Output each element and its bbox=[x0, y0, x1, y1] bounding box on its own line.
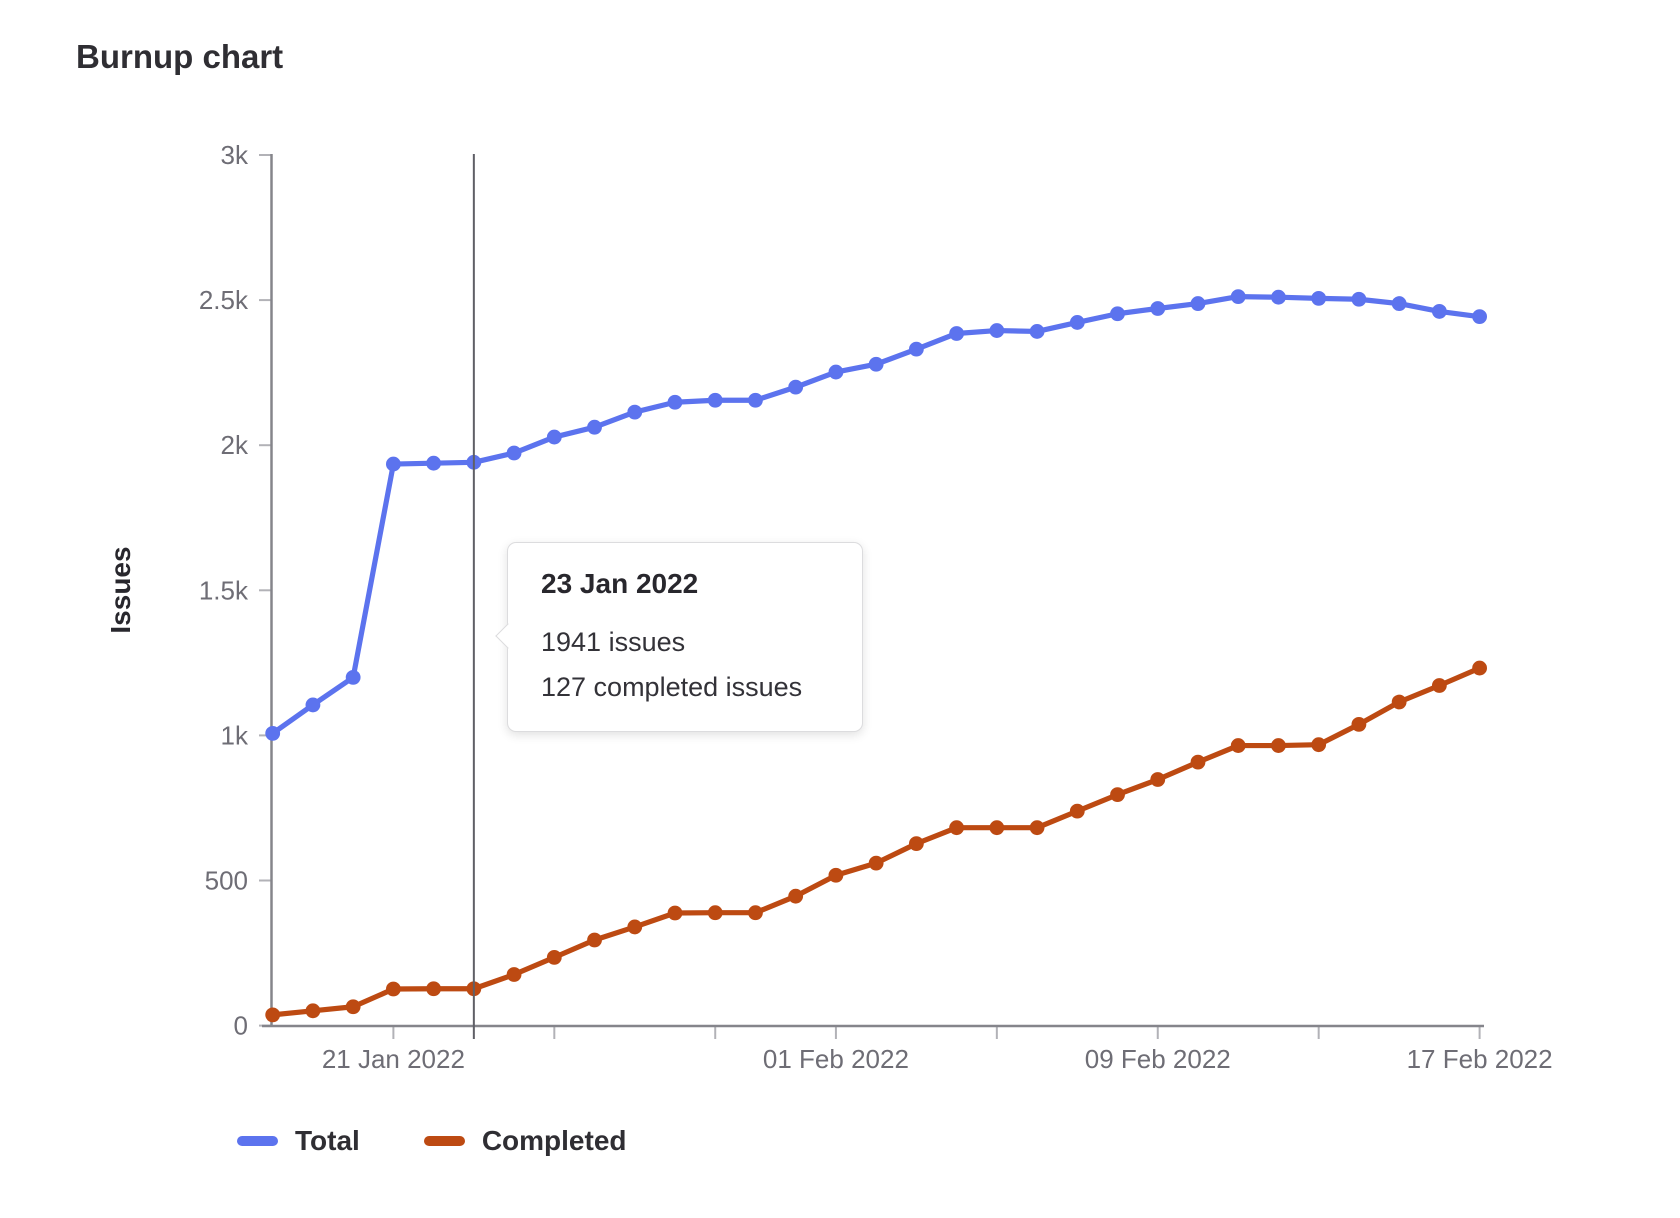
legend-marker-completed bbox=[423, 1136, 465, 1146]
point-total-27[interactable] bbox=[1351, 291, 1367, 307]
point-completed-28[interactable] bbox=[1391, 694, 1407, 710]
page-title: Burnup chart bbox=[76, 38, 284, 75]
point-completed-1[interactable] bbox=[305, 1003, 321, 1019]
point-total-26[interactable] bbox=[1311, 290, 1327, 306]
point-total-13[interactable] bbox=[788, 379, 804, 395]
point-completed-16[interactable] bbox=[908, 836, 924, 852]
point-total-23[interactable] bbox=[1190, 296, 1206, 311]
series-points-total bbox=[265, 289, 1487, 741]
y-axis-title: Issues bbox=[105, 546, 136, 633]
y-axis: 0 500 1k 1.5k 2k 2.5k 3k bbox=[199, 140, 271, 1041]
point-total-0[interactable] bbox=[265, 725, 281, 741]
point-total-10[interactable] bbox=[667, 394, 683, 410]
y-axis-tick-label: 0 bbox=[234, 1011, 248, 1041]
point-total-3[interactable] bbox=[385, 456, 401, 472]
point-total-28[interactable] bbox=[1391, 296, 1407, 311]
y-axis-tick-label: 1.5k bbox=[199, 575, 249, 605]
legend-marker-total bbox=[237, 1136, 278, 1146]
series-line-completed bbox=[270, 665, 1483, 1018]
point-total-19[interactable] bbox=[1029, 324, 1045, 339]
point-completed-12[interactable] bbox=[748, 905, 763, 921]
y-axis-tick-label: 3k bbox=[221, 140, 249, 170]
point-completed-14[interactable] bbox=[828, 867, 844, 883]
point-total-17[interactable] bbox=[949, 326, 965, 341]
point-completed-0[interactable] bbox=[265, 1007, 281, 1023]
point-total-12[interactable] bbox=[748, 392, 763, 408]
point-completed-7[interactable] bbox=[546, 950, 562, 965]
point-completed-25[interactable] bbox=[1271, 738, 1286, 753]
point-total-18[interactable] bbox=[989, 323, 1005, 338]
point-completed-4[interactable] bbox=[426, 981, 442, 997]
x-axis-tick-label: 01 Feb 2022 bbox=[763, 1044, 909, 1074]
legend-item-completed[interactable]: Completed bbox=[423, 1125, 627, 1156]
point-completed-20[interactable] bbox=[1069, 803, 1085, 819]
point-total-2[interactable] bbox=[345, 669, 361, 685]
point-completed-30[interactable] bbox=[1472, 660, 1487, 676]
legend-label-completed: Completed bbox=[481, 1125, 627, 1156]
point-total-9[interactable] bbox=[627, 404, 643, 420]
point-total-22[interactable] bbox=[1150, 301, 1166, 316]
point-total-24[interactable] bbox=[1230, 289, 1246, 305]
point-total-6[interactable] bbox=[506, 445, 522, 461]
point-total-16[interactable] bbox=[908, 341, 924, 357]
y-axis-tick-label: 2k bbox=[221, 430, 249, 460]
point-total-25[interactable] bbox=[1271, 289, 1286, 305]
point-completed-27[interactable] bbox=[1351, 716, 1367, 732]
point-completed-17[interactable] bbox=[949, 820, 965, 836]
point-total-8[interactable] bbox=[587, 419, 602, 435]
point-completed-3[interactable] bbox=[385, 981, 401, 997]
point-total-15[interactable] bbox=[868, 356, 884, 372]
point-completed-6[interactable] bbox=[506, 967, 522, 982]
point-completed-15[interactable] bbox=[868, 855, 884, 871]
y-axis-tick-label: 1k bbox=[221, 720, 249, 750]
y-axis-tick-label: 2.5k bbox=[199, 285, 249, 315]
legend-item-total[interactable]: Total bbox=[237, 1126, 360, 1156]
point-completed-2[interactable] bbox=[345, 999, 361, 1015]
x-axis-tick-label: 21 Jan 2022 bbox=[322, 1044, 465, 1074]
point-completed-18[interactable] bbox=[989, 820, 1005, 836]
tooltip-completed-issues: 127 completed issues bbox=[541, 672, 803, 702]
point-completed-8[interactable] bbox=[587, 932, 602, 948]
point-completed-29[interactable] bbox=[1431, 678, 1447, 693]
point-total-21[interactable] bbox=[1110, 306, 1125, 322]
point-total-1[interactable] bbox=[305, 697, 321, 713]
point-total-7[interactable] bbox=[546, 429, 562, 445]
tooltip-date: 23 Jan 2022 bbox=[541, 568, 699, 599]
point-completed-22[interactable] bbox=[1150, 772, 1166, 787]
point-total-20[interactable] bbox=[1069, 315, 1085, 330]
x-axis-tick-label: 17 Feb 2022 bbox=[1407, 1044, 1553, 1074]
series-points-completed bbox=[265, 660, 1487, 1023]
point-total-30[interactable] bbox=[1472, 309, 1487, 325]
point-total-14[interactable] bbox=[828, 364, 844, 380]
chart-legend: Total Completed bbox=[237, 1126, 691, 1156]
chart-tooltip: 23 Jan 2022 1941 issues 127 completed is… bbox=[495, 542, 863, 732]
point-completed-21[interactable] bbox=[1110, 787, 1125, 803]
point-total-29[interactable] bbox=[1431, 304, 1447, 319]
tooltip-total-issues: 1941 issues bbox=[541, 627, 686, 657]
point-completed-23[interactable] bbox=[1190, 754, 1206, 770]
point-completed-26[interactable] bbox=[1311, 737, 1327, 753]
point-completed-13[interactable] bbox=[788, 888, 804, 904]
point-completed-19[interactable] bbox=[1029, 820, 1045, 836]
y-axis-tick-label: 500 bbox=[205, 866, 248, 896]
point-total-4[interactable] bbox=[426, 455, 442, 471]
point-completed-10[interactable] bbox=[667, 905, 683, 921]
legend-label-total: Total bbox=[295, 1125, 360, 1156]
point-total-11[interactable] bbox=[707, 392, 723, 408]
point-completed-24[interactable] bbox=[1230, 738, 1246, 753]
point-completed-11[interactable] bbox=[707, 905, 723, 921]
point-completed-9[interactable] bbox=[627, 919, 643, 935]
x-axis-tick-label: 09 Feb 2022 bbox=[1085, 1044, 1231, 1074]
x-axis: 21 Jan 2022 01 Feb 2022 09 Feb 2022 17 Feb … bbox=[322, 1026, 1553, 1074]
burnup-chart-canvas[interactable]: 0 500 1k 1.5k 2k 2.5k 3k 21 Jan 2022 01 Feb 2022… bbox=[0, 0, 1680, 1110]
